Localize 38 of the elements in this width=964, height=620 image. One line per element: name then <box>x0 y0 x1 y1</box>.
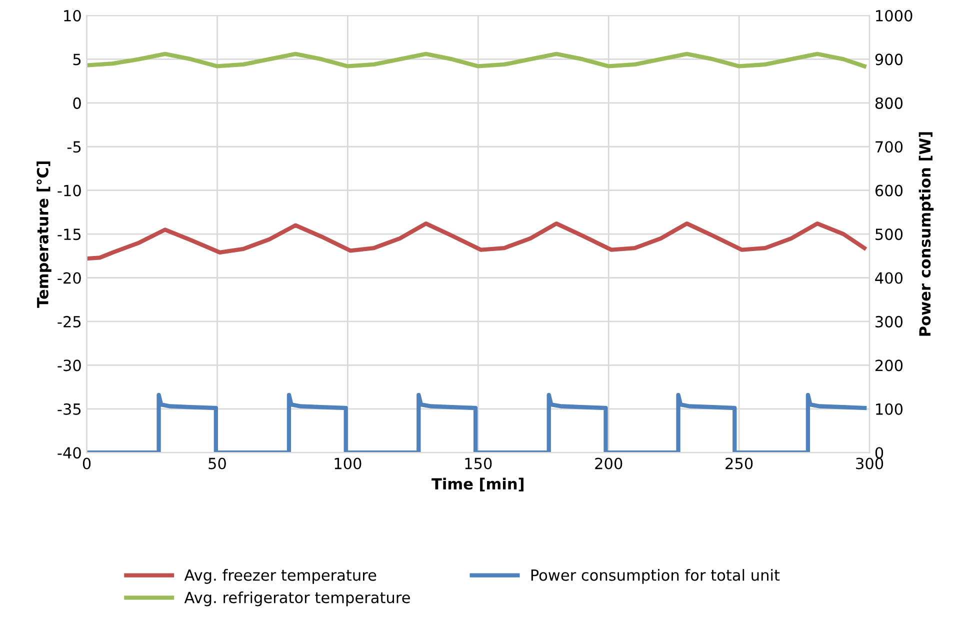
x-tick-label: 250 <box>726 458 753 470</box>
y2-tick-label: 300 <box>876 316 903 328</box>
y-tick-label: 10 <box>64 10 81 22</box>
y-tick-label: -10 <box>58 184 81 196</box>
y2-tick-label: 500 <box>876 228 903 240</box>
y2-tick-label: 1000 <box>876 10 912 22</box>
x-tick-label: 200 <box>595 458 622 470</box>
y2-axis-title: Power consumption [W] <box>918 132 934 336</box>
y-axis-title: Temperature [℃] <box>36 162 52 308</box>
y-tick-label: -25 <box>58 316 81 328</box>
legend-label: Avg. freezer temperature <box>184 569 376 584</box>
y2-tick-label: 800 <box>875 97 903 109</box>
y2-tick-label: 400 <box>875 272 903 284</box>
line-series <box>86 392 867 453</box>
y-tick-label: -35 <box>58 403 81 415</box>
line-series <box>86 221 866 261</box>
legend-label: Avg. refrigerator temperature <box>184 591 410 606</box>
x-tick-label: 100 <box>334 458 362 470</box>
x-tick-label: 50 <box>208 458 226 470</box>
y2-tick-label: 0 <box>875 447 884 459</box>
y2-tick-label: 100 <box>876 403 903 415</box>
y-tick-label: -30 <box>58 360 81 372</box>
y2-tick-label: 200 <box>876 360 903 372</box>
line-series <box>86 52 866 68</box>
legend-label: Power consumption for total unit <box>531 569 780 584</box>
x-axis-title: Time [min] <box>432 478 524 492</box>
y-tick-label: -20 <box>58 272 81 284</box>
y-tick-label: -5 <box>67 141 81 153</box>
y2-tick-label: 700 <box>876 141 903 153</box>
y2-tick-label: 900 <box>875 54 903 66</box>
x-tick-label: 150 <box>465 458 492 470</box>
x-tick-label: 0 <box>82 458 91 470</box>
y-tick-label: 5 <box>73 54 81 66</box>
y-tick-label: -40 <box>58 447 81 459</box>
y2-tick-label: 600 <box>875 184 903 196</box>
x-tick-label: 300 <box>856 458 884 470</box>
y-tick-label: 0 <box>73 97 81 109</box>
y-tick-label: -15 <box>58 228 81 240</box>
